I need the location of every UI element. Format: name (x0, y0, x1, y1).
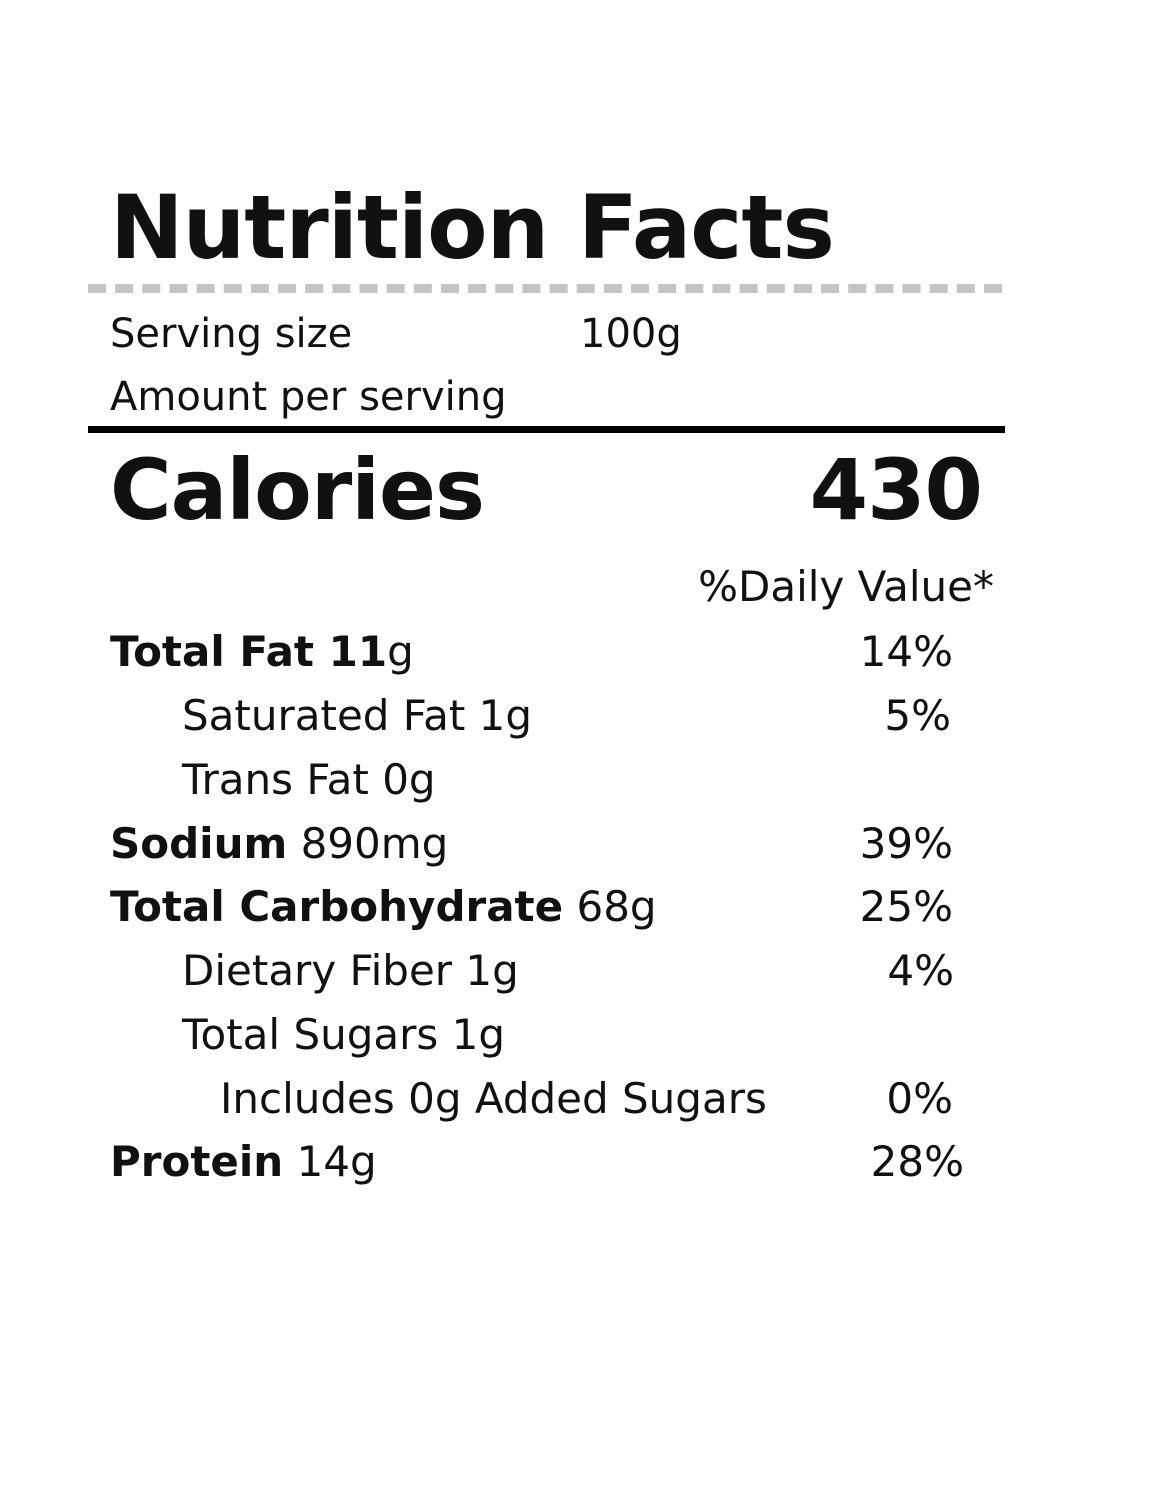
daily-value-header: %Daily Value* (698, 562, 994, 611)
calories-value: 430 (809, 441, 983, 539)
nutrient-row-protein: Protein 14g (110, 1141, 377, 1183)
nutrient-dv-protein: 28% (870, 1137, 964, 1186)
label-title: Nutrition Facts (110, 176, 835, 279)
nutrient-dv-total-fat: 14% (859, 627, 953, 676)
nutrient-amount: 14g (283, 1137, 377, 1186)
nutrient-name: Total Carbohydrate (110, 882, 564, 931)
serving-size-label: Serving size (110, 311, 353, 357)
nutrient-row-total-sugars: Total Sugars 1g (182, 1010, 505, 1059)
nutrient-amount: g (387, 627, 414, 676)
nutrient-row-added-sugars: Includes 0g Added Sugars (220, 1074, 767, 1123)
nutrient-row-dietary-fiber: Dietary Fiber 1g (182, 946, 519, 995)
nutrient-amount: 68g (563, 882, 657, 931)
nutrient-dv-dietary-fiber: 4% (887, 946, 954, 995)
nutrient-dv-added-sugars: 0% (886, 1074, 953, 1123)
nutrient-dv-saturated-fat: 5% (884, 691, 951, 740)
nutrient-name: Total Fat 11 (110, 627, 388, 676)
nutrient-row-total-fat: Total Fat 11g (110, 631, 414, 673)
calories-label: Calories (110, 441, 485, 539)
nutrient-amount: 890mg (287, 819, 449, 868)
amount-per-serving: Amount per serving (110, 374, 507, 420)
thick-divider (88, 426, 1005, 433)
nutrient-dv-sodium: 39% (859, 819, 953, 868)
nutrient-row-total-carbohydrate: Total Carbohydrate 68g (110, 886, 657, 928)
nutrient-name: Protein (110, 1137, 284, 1186)
nutrient-row-saturated-fat: Saturated Fat 1g (182, 691, 533, 740)
serving-size-value: 100g (580, 311, 682, 357)
nutrient-row-sodium: Sodium 890mg (110, 823, 448, 865)
nutrient-row-trans-fat: Trans Fat 0g (182, 755, 436, 804)
dashed-divider (88, 284, 1002, 293)
nutrient-name: Sodium (110, 819, 288, 868)
nutrient-dv-total-carbohydrate: 25% (859, 882, 953, 931)
